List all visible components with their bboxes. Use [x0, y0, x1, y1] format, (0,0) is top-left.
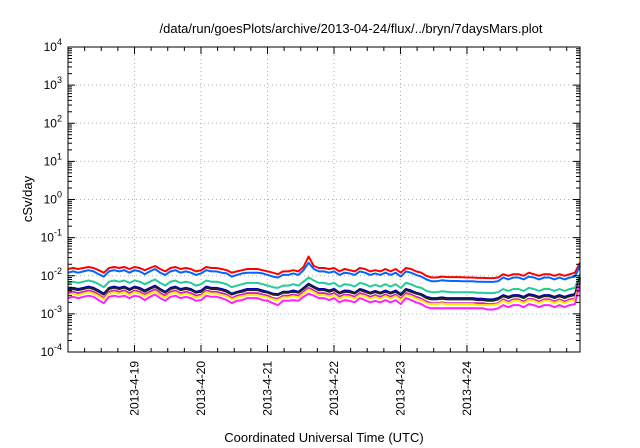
- y-tick-label: 104: [44, 37, 62, 54]
- x-tick-label: 2013-4-20: [194, 361, 208, 416]
- y-axis: 10-4 10-3 10-2 10-1 100 101 102 103 104: [41, 37, 580, 359]
- series-line-2: [67, 261, 581, 283]
- y-tick-label: 10-2: [41, 266, 62, 283]
- series-line-7: [67, 281, 581, 307]
- series-line-8: [67, 282, 581, 311]
- x-tick-label: 2013-4-24: [460, 361, 474, 416]
- x-axis: 2013-4-19 2013-4-20 2013-4-21 2013-4-22 2013…: [84, 47, 568, 416]
- x-tick-label: 2013-4-23: [393, 361, 407, 416]
- series-line-3: [67, 273, 581, 295]
- y-tick-label: 102: [44, 113, 62, 130]
- y-tick-label: 101: [44, 151, 62, 168]
- y-tick-label: 10-4: [41, 342, 62, 359]
- x-tick-label: 2013-4-22: [327, 361, 341, 416]
- x-tick-label: 2013-4-19: [127, 361, 141, 416]
- grid: [68, 47, 580, 352]
- y-tick-label: 103: [44, 75, 62, 92]
- y-tick-label: 10-3: [41, 304, 62, 321]
- y-tick-label: 100: [44, 190, 62, 207]
- x-axis-label: Coordinated Universal Time (UTC): [224, 430, 423, 445]
- series-group: [67, 255, 581, 311]
- y-tick-label: 10-1: [41, 228, 62, 245]
- series-line-5: [67, 278, 581, 302]
- series-line-1: [67, 255, 581, 280]
- chart-title: /data/run/goesPlots/archive/2013-04-24/f…: [160, 21, 543, 36]
- x-tick-label: 2013-4-21: [260, 361, 274, 416]
- y-axis-label: cSv/day: [20, 175, 35, 222]
